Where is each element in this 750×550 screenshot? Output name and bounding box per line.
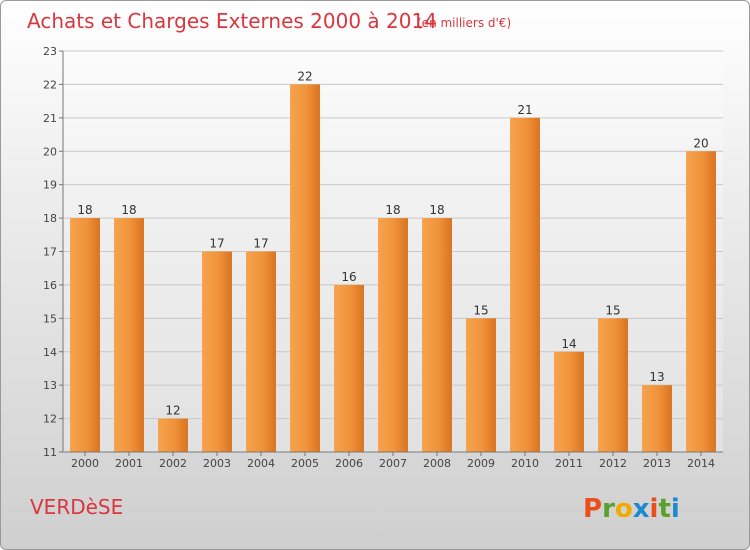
y-tick-label: 20 xyxy=(43,145,57,158)
x-tick-label: 2010 xyxy=(511,457,539,470)
data-label: 15 xyxy=(605,303,620,317)
bar xyxy=(466,318,496,452)
chart-title: Achats et Charges Externes 2000 à 2014 xyxy=(27,9,437,33)
bar xyxy=(422,218,452,452)
x-tick-label: 2012 xyxy=(599,457,627,470)
y-tick-label: 19 xyxy=(43,179,57,192)
x-tick-label: 2009 xyxy=(467,457,495,470)
bar xyxy=(378,218,408,452)
data-label: 20 xyxy=(693,136,708,150)
x-tick-label: 2005 xyxy=(291,457,319,470)
x-tick-label: 2014 xyxy=(687,457,715,470)
x-tick-label: 2001 xyxy=(115,457,143,470)
y-tick-label: 11 xyxy=(43,446,57,459)
data-label: 15 xyxy=(473,303,488,317)
bar xyxy=(686,151,716,452)
bar xyxy=(158,418,188,452)
data-label: 17 xyxy=(253,237,268,251)
bar xyxy=(598,318,628,452)
commune-name: VERDèSE xyxy=(30,495,123,519)
x-tick-label: 2004 xyxy=(247,457,275,470)
x-tick-label: 2000 xyxy=(71,457,99,470)
proxiti-logo: Proxiti xyxy=(583,494,680,524)
data-label: 18 xyxy=(429,203,444,217)
data-label: 14 xyxy=(561,337,576,351)
y-tick-label: 16 xyxy=(43,279,57,292)
data-label: 22 xyxy=(297,69,312,83)
x-tick-label: 2002 xyxy=(159,457,187,470)
y-tick-label: 21 xyxy=(43,112,57,125)
data-label: 16 xyxy=(341,270,356,284)
data-label: 18 xyxy=(121,203,136,217)
data-label: 12 xyxy=(165,404,180,418)
y-tick-label: 22 xyxy=(43,78,57,91)
data-label: 17 xyxy=(209,237,224,251)
x-tick-label: 2006 xyxy=(335,457,363,470)
bar xyxy=(70,218,100,452)
bars: 18 18 12 17 17 22 16 18 18 15 21 14 15 13 20 xyxy=(70,69,716,453)
x-tick-label: 2007 xyxy=(379,457,407,470)
data-label: 18 xyxy=(77,203,92,217)
y-tick-label: 18 xyxy=(43,212,57,225)
bar xyxy=(246,251,276,452)
bar xyxy=(334,284,364,452)
y-tick-label: 23 xyxy=(43,45,57,58)
bar xyxy=(554,351,584,452)
bar xyxy=(202,251,232,452)
data-label: 13 xyxy=(649,370,664,384)
y-tick-label: 15 xyxy=(43,312,57,325)
bar xyxy=(642,385,672,452)
data-label: 18 xyxy=(385,203,400,217)
y-tick-label: 17 xyxy=(43,246,57,259)
bar xyxy=(290,84,320,453)
bar xyxy=(114,218,144,452)
data-label: 21 xyxy=(517,103,532,117)
bar xyxy=(510,117,540,452)
x-tick-label: 2013 xyxy=(643,457,671,470)
y-tick-label: 12 xyxy=(43,413,57,426)
chart-subtitle: (en milliers d'€) xyxy=(417,16,511,30)
x-tick-label: 2011 xyxy=(555,457,583,470)
x-tick-label: 2003 xyxy=(203,457,231,470)
y-tick-label: 14 xyxy=(43,346,57,359)
axes: 11 12 13 14 15 16 17 18 19 20 21 22 23 2000 2001 2002 20… xyxy=(43,45,723,470)
y-tick-label: 13 xyxy=(43,379,57,392)
x-tick-label: 2008 xyxy=(423,457,451,470)
